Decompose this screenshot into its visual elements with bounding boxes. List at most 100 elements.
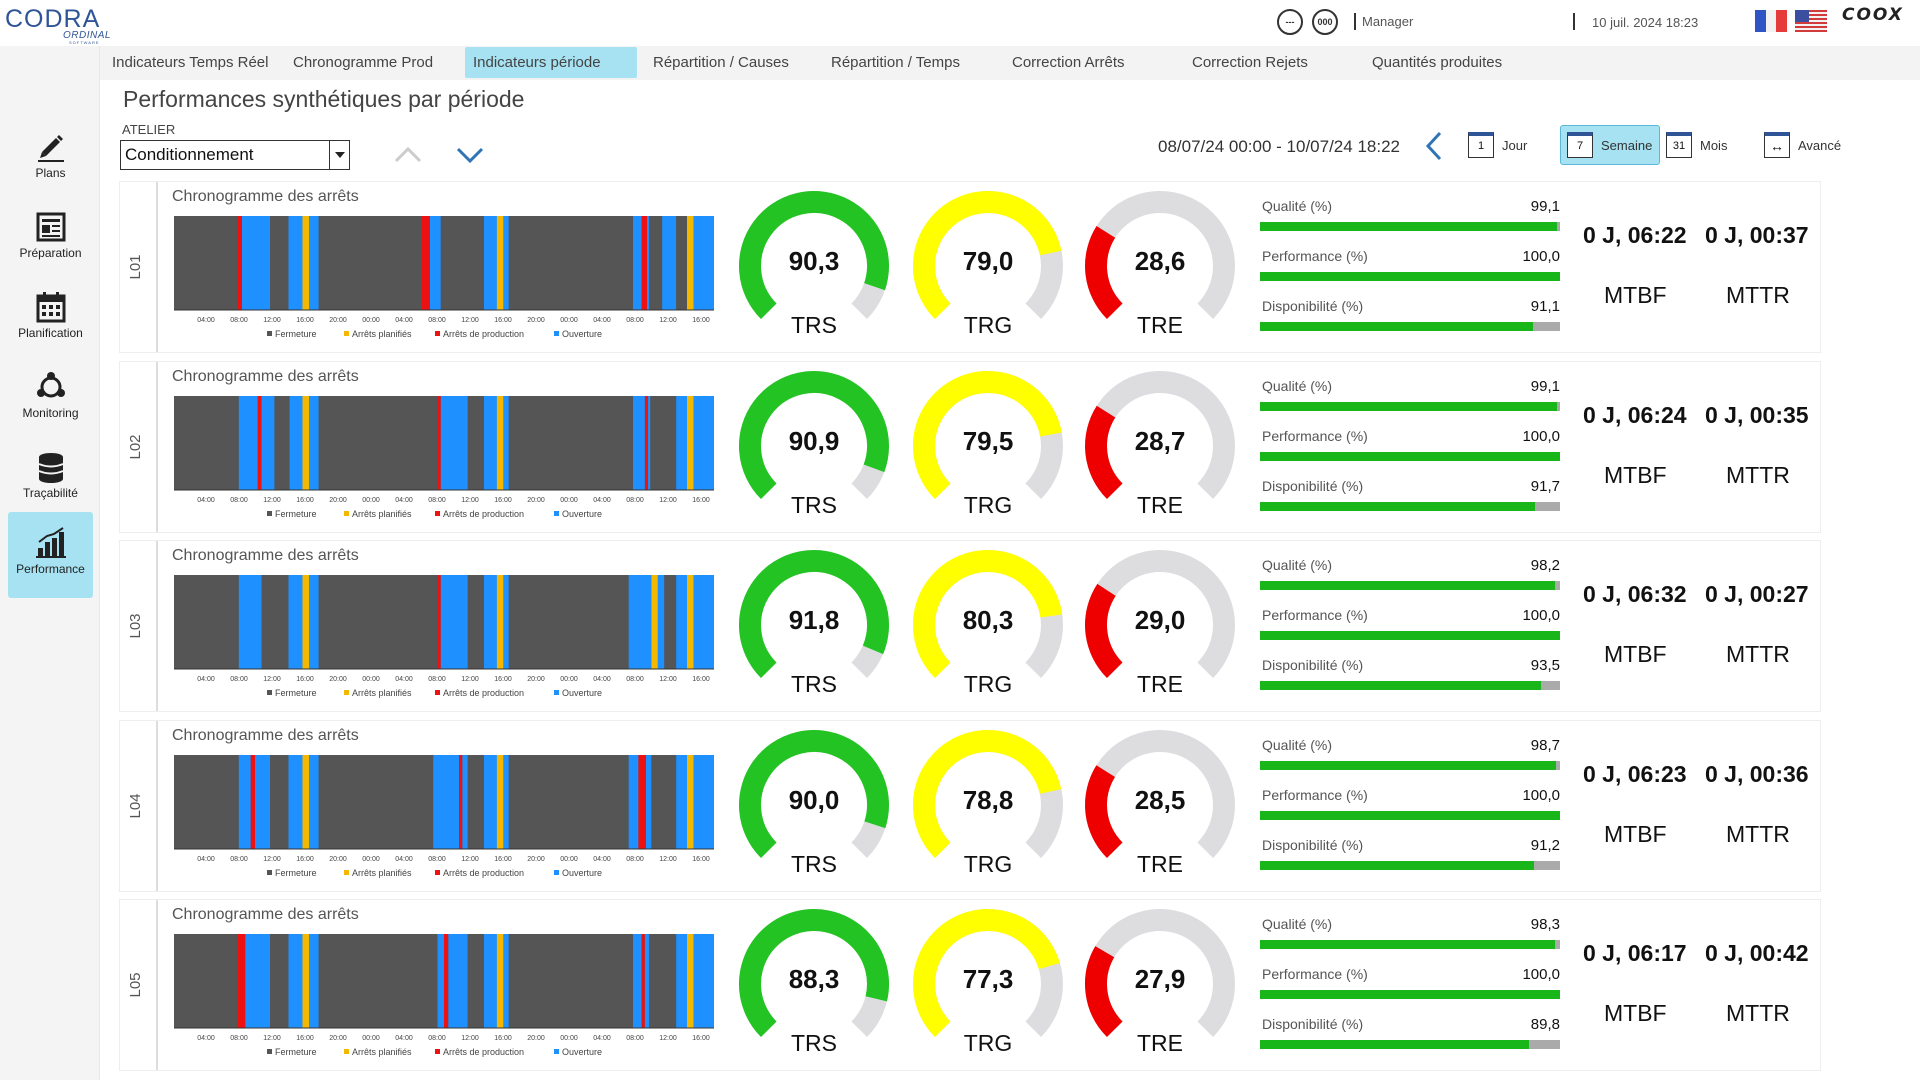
trs-value: 90,3 bbox=[788, 246, 840, 276]
tick-label: 16:00 bbox=[494, 497, 512, 504]
sidebar-item-planification[interactable]: Planification bbox=[8, 282, 93, 352]
chronogram-segment bbox=[302, 934, 309, 1028]
legend-swatch bbox=[554, 331, 559, 336]
chronogram-segment bbox=[687, 755, 694, 849]
chronogram-segment bbox=[646, 755, 652, 849]
tick-label: 12:00 bbox=[263, 856, 281, 863]
qualite-bar-fill bbox=[1260, 222, 1558, 231]
mtbf-label: MTBF bbox=[1604, 641, 1667, 667]
chevron-left-icon[interactable] bbox=[1424, 130, 1444, 162]
tick-label: 12:00 bbox=[659, 856, 677, 863]
chevron-up-icon[interactable] bbox=[390, 143, 426, 167]
trg-value: 79,5 bbox=[962, 426, 1014, 456]
tab-indicateurs-temps-reel[interactable]: Indicateurs Temps Réel bbox=[112, 54, 269, 71]
sidebar-item-preparation[interactable]: Préparation bbox=[8, 202, 93, 272]
user-label[interactable]: Manager bbox=[1362, 14, 1414, 29]
tab-repartition-causes[interactable]: Répartition / Causes bbox=[653, 54, 789, 71]
chronogram-segment bbox=[448, 934, 468, 1028]
tab-indicateurs-periode[interactable]: Indicateurs période bbox=[465, 47, 637, 78]
tick-label: 04:00 bbox=[593, 1035, 611, 1042]
tick-label: 20:00 bbox=[527, 317, 545, 324]
line-name: L05 bbox=[127, 972, 144, 998]
us-flag-icon[interactable] bbox=[1795, 10, 1827, 32]
tick-label: 08:00 bbox=[626, 676, 644, 683]
disponibilite-kpi: Disponibilité (%) 91,7 bbox=[1260, 468, 1560, 518]
chronogram-segment bbox=[676, 396, 687, 490]
sidebar-item-monitoring[interactable]: Monitoring bbox=[8, 362, 93, 432]
chronogram-segment bbox=[484, 396, 497, 490]
qualite-label: Qualité (%) bbox=[1262, 916, 1333, 932]
chronogram-segment bbox=[664, 575, 677, 669]
sidebar-item-performance[interactable]: Performance bbox=[8, 512, 93, 598]
logo-subtitle: ORDINAL bbox=[63, 30, 111, 41]
status-button-1[interactable]: --- bbox=[1277, 9, 1303, 35]
gauge-fill bbox=[913, 909, 1060, 1038]
line-row: L04 Chronogramme des arrêts 04:00 08:00 12:0… bbox=[120, 721, 1820, 891]
tick-label: 04:00 bbox=[593, 856, 611, 863]
period-month-button[interactable]: 31 Mois bbox=[1660, 125, 1733, 165]
mttr-label: MTTR bbox=[1726, 282, 1790, 308]
chronogram-segment bbox=[318, 575, 438, 669]
chronogram-segment bbox=[633, 934, 642, 1028]
disponibilite-kpi: Disponibilité (%) 91,2 bbox=[1260, 827, 1560, 877]
legend-swatch bbox=[344, 511, 349, 516]
performance-label: Performance (%) bbox=[1262, 248, 1368, 264]
database-icon bbox=[38, 453, 63, 483]
legend-swatch bbox=[267, 511, 272, 516]
calendar-week-icon: 7 bbox=[1567, 132, 1593, 158]
legend-label: Arrêts de production bbox=[443, 1047, 524, 1057]
tab-correction-rejets[interactable]: Correction Rejets bbox=[1192, 54, 1308, 71]
chronogram-segment bbox=[462, 755, 468, 849]
chronogram-segment bbox=[508, 755, 629, 849]
chronogram-segment bbox=[318, 396, 438, 490]
disponibilite-kpi: Disponibilité (%) 93,5 bbox=[1260, 647, 1560, 697]
chronogram-segment bbox=[245, 934, 271, 1028]
performance-value: 100,0 bbox=[1522, 787, 1560, 804]
tab-repartition-temps[interactable]: Répartition / Temps bbox=[831, 54, 960, 71]
tab-chronogramme-prod[interactable]: Chronogramme Prod bbox=[293, 54, 434, 71]
chronogram-segment bbox=[676, 934, 687, 1028]
chronogram-segment bbox=[270, 216, 289, 310]
period-advanced-button[interactable]: ↔ Avancé bbox=[1758, 125, 1847, 165]
mttr-value: 0 J, 00:37 bbox=[1705, 222, 1809, 248]
legend-label: Arrêts planifiés bbox=[352, 1047, 412, 1057]
chronogram-segment bbox=[693, 575, 714, 669]
dropdown-arrow-icon[interactable] bbox=[329, 141, 349, 169]
chronogram-segment bbox=[628, 575, 652, 669]
period-label: Avancé bbox=[1798, 137, 1842, 153]
tab-correction-arrets[interactable]: Correction Arrêts bbox=[1012, 54, 1125, 71]
tab-quantites-produites[interactable]: Quantités produites bbox=[1372, 54, 1503, 71]
tre-label: TRE bbox=[1137, 312, 1183, 338]
chronogram-segment bbox=[628, 755, 639, 849]
performance-value: 100,0 bbox=[1522, 248, 1560, 265]
period-day-button[interactable]: 1 Jour bbox=[1462, 125, 1533, 165]
performance-bar-track bbox=[1260, 452, 1560, 461]
chronogram-segment bbox=[237, 934, 246, 1028]
tick-label: 16:00 bbox=[692, 317, 710, 324]
sidebar-item-plans[interactable]: Plans bbox=[8, 122, 93, 192]
tre-label: TRE bbox=[1137, 1030, 1183, 1056]
chronogram-segment bbox=[508, 575, 629, 669]
logo-text: CODRA bbox=[5, 5, 101, 33]
current-datetime: 10 juil. 2024 18:23 bbox=[1592, 15, 1699, 30]
performance-bar-fill bbox=[1260, 272, 1560, 281]
mttr-label: MTTR bbox=[1726, 821, 1790, 847]
atelier-select[interactable]: Conditionnement bbox=[120, 140, 350, 170]
chronogram-segment bbox=[238, 755, 251, 849]
chevron-down-icon[interactable] bbox=[452, 143, 488, 167]
trs-label: TRS bbox=[791, 851, 837, 877]
period-week-button[interactable]: 7 Semaine bbox=[1560, 125, 1660, 165]
tick-label: 12:00 bbox=[461, 1035, 479, 1042]
performance-kpi: Performance (%) 100,0 bbox=[1260, 777, 1560, 827]
legend-swatch bbox=[554, 690, 559, 695]
french-flag-icon[interactable] bbox=[1755, 10, 1787, 32]
tick-label: 08:00 bbox=[626, 497, 644, 504]
performance-kpi: Performance (%) 100,0 bbox=[1260, 597, 1560, 647]
legend-label: Ouverture bbox=[562, 509, 602, 519]
chronogram-segment bbox=[676, 216, 687, 310]
chronogram-segment bbox=[270, 575, 289, 669]
sidebar-item-tracabilite[interactable]: Traçabilité bbox=[8, 442, 93, 512]
status-button-2[interactable]: 000 bbox=[1312, 9, 1338, 35]
chronogram-segment bbox=[648, 396, 651, 490]
chronogram-chart: 04:00 08:00 12:00 16:00 20:00 00:00 04:00 08:00… bbox=[174, 755, 714, 878]
